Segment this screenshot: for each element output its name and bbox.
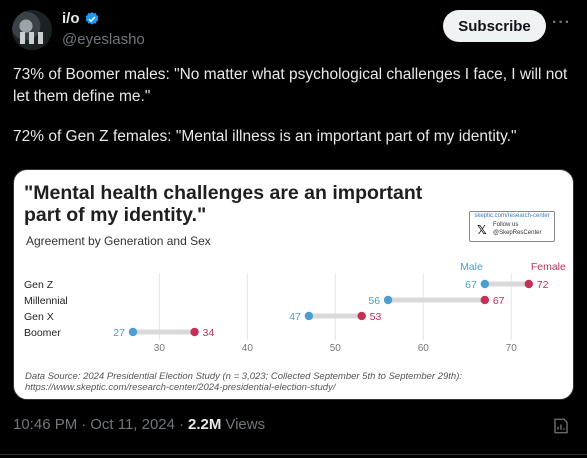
x-tick-label: 70: [506, 343, 518, 354]
logo-follow-text: Follow us: [493, 222, 519, 228]
skeptic-logo: skeptic.com/research-center 𝕏 Follow us …: [469, 211, 555, 242]
tweet-line-2: 72% of Gen Z females: "Mental illness is…: [13, 128, 517, 145]
category-label: Millennial: [24, 295, 68, 307]
x-tick-label: 30: [154, 343, 166, 354]
x-logo-icon: 𝕏: [477, 223, 487, 237]
author-handle[interactable]: @eyeslasho: [62, 31, 145, 48]
logo-handle: @SkepResCenter: [493, 230, 542, 236]
male-value-label: 67: [465, 279, 477, 291]
male-point: [480, 279, 490, 289]
subscribe-button[interactable]: Subscribe: [443, 10, 546, 42]
chart-subtitle: Agreement by Generation and Sex: [26, 234, 211, 248]
female-point: [190, 327, 199, 337]
verified-badge-icon: [85, 11, 98, 25]
legend-female: Female: [531, 261, 566, 273]
author-name-row: i/o: [62, 10, 100, 27]
more-options-icon[interactable]: ···: [552, 14, 571, 31]
x-tick-label: 50: [330, 343, 342, 354]
male-value-label: 47: [289, 311, 301, 323]
female-value-label: 72: [537, 279, 549, 291]
category-label: Gen X: [24, 311, 54, 323]
logo-url: skeptic.com/research-center: [474, 213, 550, 219]
views-label: Views: [225, 416, 266, 433]
data-source-note: Data Source: 2024 Presidential Election …: [25, 371, 462, 393]
male-point: [128, 327, 138, 337]
views-count: 2.2M: [188, 416, 222, 433]
female-point: [357, 311, 366, 321]
female-value-label: 53: [370, 311, 382, 323]
tweet-time[interactable]: 10:46 PM: [13, 416, 78, 433]
category-label: Boomer: [24, 327, 61, 339]
display-name[interactable]: i/o: [62, 10, 80, 27]
tweet-date[interactable]: Oct 11, 2024: [90, 416, 175, 433]
divider: [0, 454, 587, 455]
female-point: [480, 295, 490, 305]
tweet-text: 73% of Boomer males: "No matter what psy…: [13, 64, 578, 148]
x-tick-label: 40: [242, 343, 254, 354]
avatar[interactable]: [12, 10, 52, 50]
male-value-label: 56: [368, 295, 380, 307]
tweet-line-1: 73% of Boomer males: "No matter what psy…: [13, 66, 568, 105]
chart-title: "Mental health challenges are an importa…: [24, 182, 423, 226]
dumbbell-chart: 30 40 50 60 70 Gen Z 67 72 Millennial 56 67 Gen X 47…: [24, 261, 566, 354]
male-value-label: 27: [113, 327, 125, 339]
female-value-label: 34: [203, 327, 215, 339]
male-point: [304, 311, 314, 321]
female-value-label: 67: [493, 295, 505, 307]
footer-separator-2: ·: [179, 416, 184, 433]
tweet-footer: 10:46 PM · Oct 11, 2024 · 2.2M Views: [13, 416, 265, 433]
chart-image-card[interactable]: "Mental health challenges are an importa…: [13, 169, 574, 400]
x-tick-label: 60: [418, 343, 430, 354]
footer-separator: ·: [81, 416, 87, 433]
category-label: Gen Z: [24, 279, 54, 291]
legend-male: Male: [460, 261, 483, 273]
male-point: [383, 295, 393, 305]
female-point: [524, 279, 534, 289]
analytics-icon[interactable]: [552, 417, 570, 435]
